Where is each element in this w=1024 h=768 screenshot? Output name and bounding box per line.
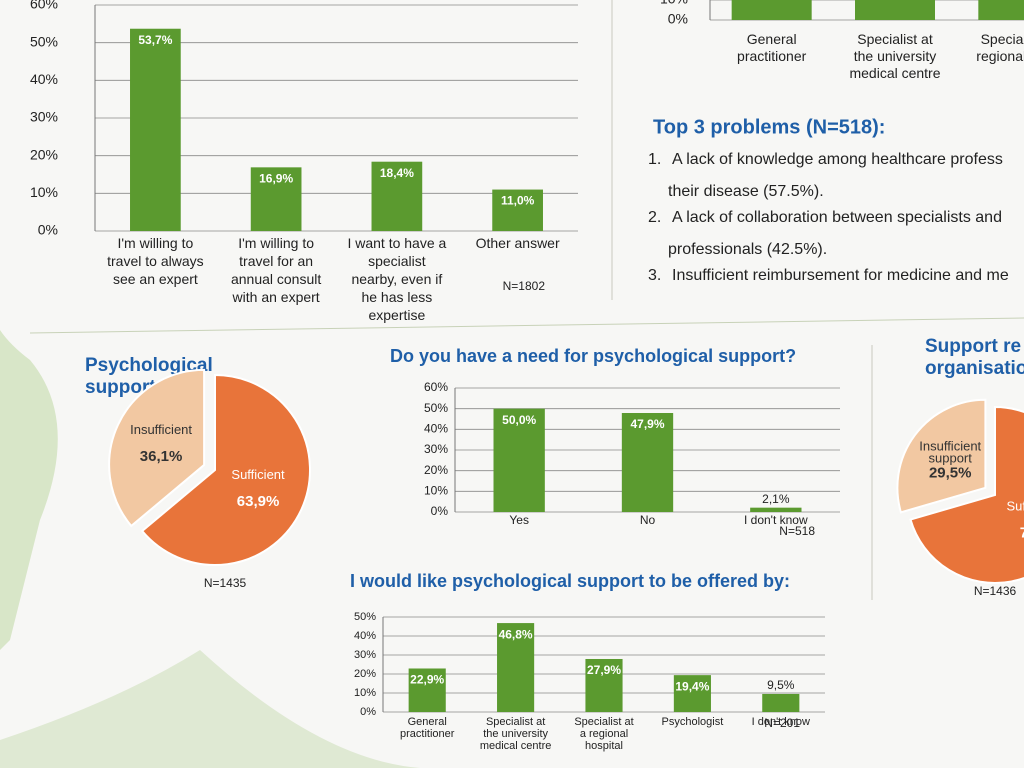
bar [497,623,535,712]
data-label: 27,9% [587,663,621,677]
problems-heading: Top 3 problems (N=518): [653,116,885,138]
data-label: 63,9% [237,493,280,510]
data-label: 19,4% [675,679,709,693]
y-tick-label: 10% [424,484,448,498]
sample-size: N=518 [779,524,815,538]
y-tick-label: 20% [354,668,376,680]
bar-partial [731,0,812,20]
x-tick-label: I don't know [744,513,808,527]
list-text: A lack of collaboration between speciali… [672,209,1002,226]
x-tick-label: General practitioner [737,31,807,64]
y-tick-label: 30% [354,649,376,661]
x-tick-label: I'm willing to travel for an annual consul… [231,235,321,305]
data-label: 9,5% [767,678,795,692]
bar [585,658,623,712]
list-text: Insufficient reimbursement for medicine … [672,267,1009,284]
bubble-tail [0,650,420,768]
list-number: 1. [648,151,661,168]
data-label: 18,4% [380,166,414,180]
list-number: 2. [648,209,661,226]
bar [762,693,800,712]
x-tick-label: Yes [509,513,529,527]
y-tick-label: 20% [30,146,58,162]
x-tick-label: I'm willing to travel to always see an exp… [107,235,203,287]
bar [408,668,446,712]
list-text: professionals (42.5%). [668,241,827,258]
data-label: 46,8% [499,627,533,641]
data-label: 16,9% [259,172,293,186]
pie-slice [140,373,311,566]
bar [621,413,674,512]
data-label: 36,1% [140,448,183,465]
x-tick-label: Specialist atregional hosp [976,31,1024,64]
chart-title: Do you have a need for psychological sup… [390,346,796,366]
x-tick-label: I want to have a specialist nearby, even i… [347,235,446,323]
x-tick-label: Specialist at the university medical centr… [480,716,552,752]
sample-size: N=201 [764,716,800,730]
y-tick-label: 0% [38,222,58,238]
y-tick-label: 40% [354,630,376,642]
x-tick-label: General practitioner [400,716,455,740]
y-tick-label: 40% [424,422,448,436]
data-label: 11,0% [501,194,535,208]
bar [492,189,543,231]
y-tick-label: 10% [354,687,376,699]
sample-size: N=1435 [204,576,247,590]
slice-label: Sufficient [231,468,285,483]
x-tick-label: Specialist at the university medical centr… [849,31,940,81]
x-tick-label: Psychologist [662,716,724,728]
bar [130,28,181,232]
data-label: 2,1% [762,492,790,506]
y-tick-label: 50% [354,611,376,623]
bar [673,675,711,712]
y-tick-label: 50% [30,33,58,49]
y-tick-label: 30% [30,109,58,125]
y-tick-label: 30% [424,442,448,456]
bar [493,408,545,512]
list-number: 3. [648,267,661,284]
data-label: 29,5% [929,464,972,481]
sample-size: N=1802 [503,279,546,293]
y-tick-label: 0% [431,504,449,518]
x-tick-label: Specialist at a regional hospital [574,716,633,752]
chart-title: Psychological support [85,355,213,398]
data-label: 50,0% [502,413,536,427]
y-tick-label: 20% [424,463,448,477]
data-label: 22,9% [410,673,444,687]
pie-slice [896,398,987,514]
bar-partial [855,0,935,20]
x-tick-label: Other answer [476,235,560,251]
y-tick-label: 60% [424,380,448,394]
sample-size: N=1436 [974,584,1017,598]
bar [371,161,423,231]
bar [250,167,302,231]
data-label: 47,9% [630,417,664,431]
list-text: their disease (57.5%). [668,183,824,200]
slice-label: Insufficient support [919,439,981,466]
list-text: A lack of knowledge among healthcare pro… [672,151,1003,168]
x-tick-label: I don't know [752,716,810,728]
bubble-edge [0,330,58,650]
y-tick-label: 10% [30,184,58,200]
slice-label: Insufficient [130,422,192,437]
chart-title: I would like psychological support to be… [350,571,790,591]
data-label: 53,7% [138,33,172,47]
y-tick-label: 60% [30,0,58,12]
pie-slice [108,368,206,528]
y-tick-label: 50% [424,401,448,415]
slice-label: Suff sup [1006,499,1024,514]
bar-partial [978,0,1024,20]
data-label: 70, [1020,524,1024,541]
bar [750,507,802,512]
chart-title: Support re organisatio [925,336,1024,379]
divider [29,317,1024,334]
y-tick-label: 0% [668,11,688,27]
y-tick-label: 0% [360,706,376,718]
x-tick-label: No [640,513,656,527]
pie-slice [909,405,1024,584]
y-tick-label: 10% [660,0,688,7]
y-tick-label: 40% [30,71,58,87]
